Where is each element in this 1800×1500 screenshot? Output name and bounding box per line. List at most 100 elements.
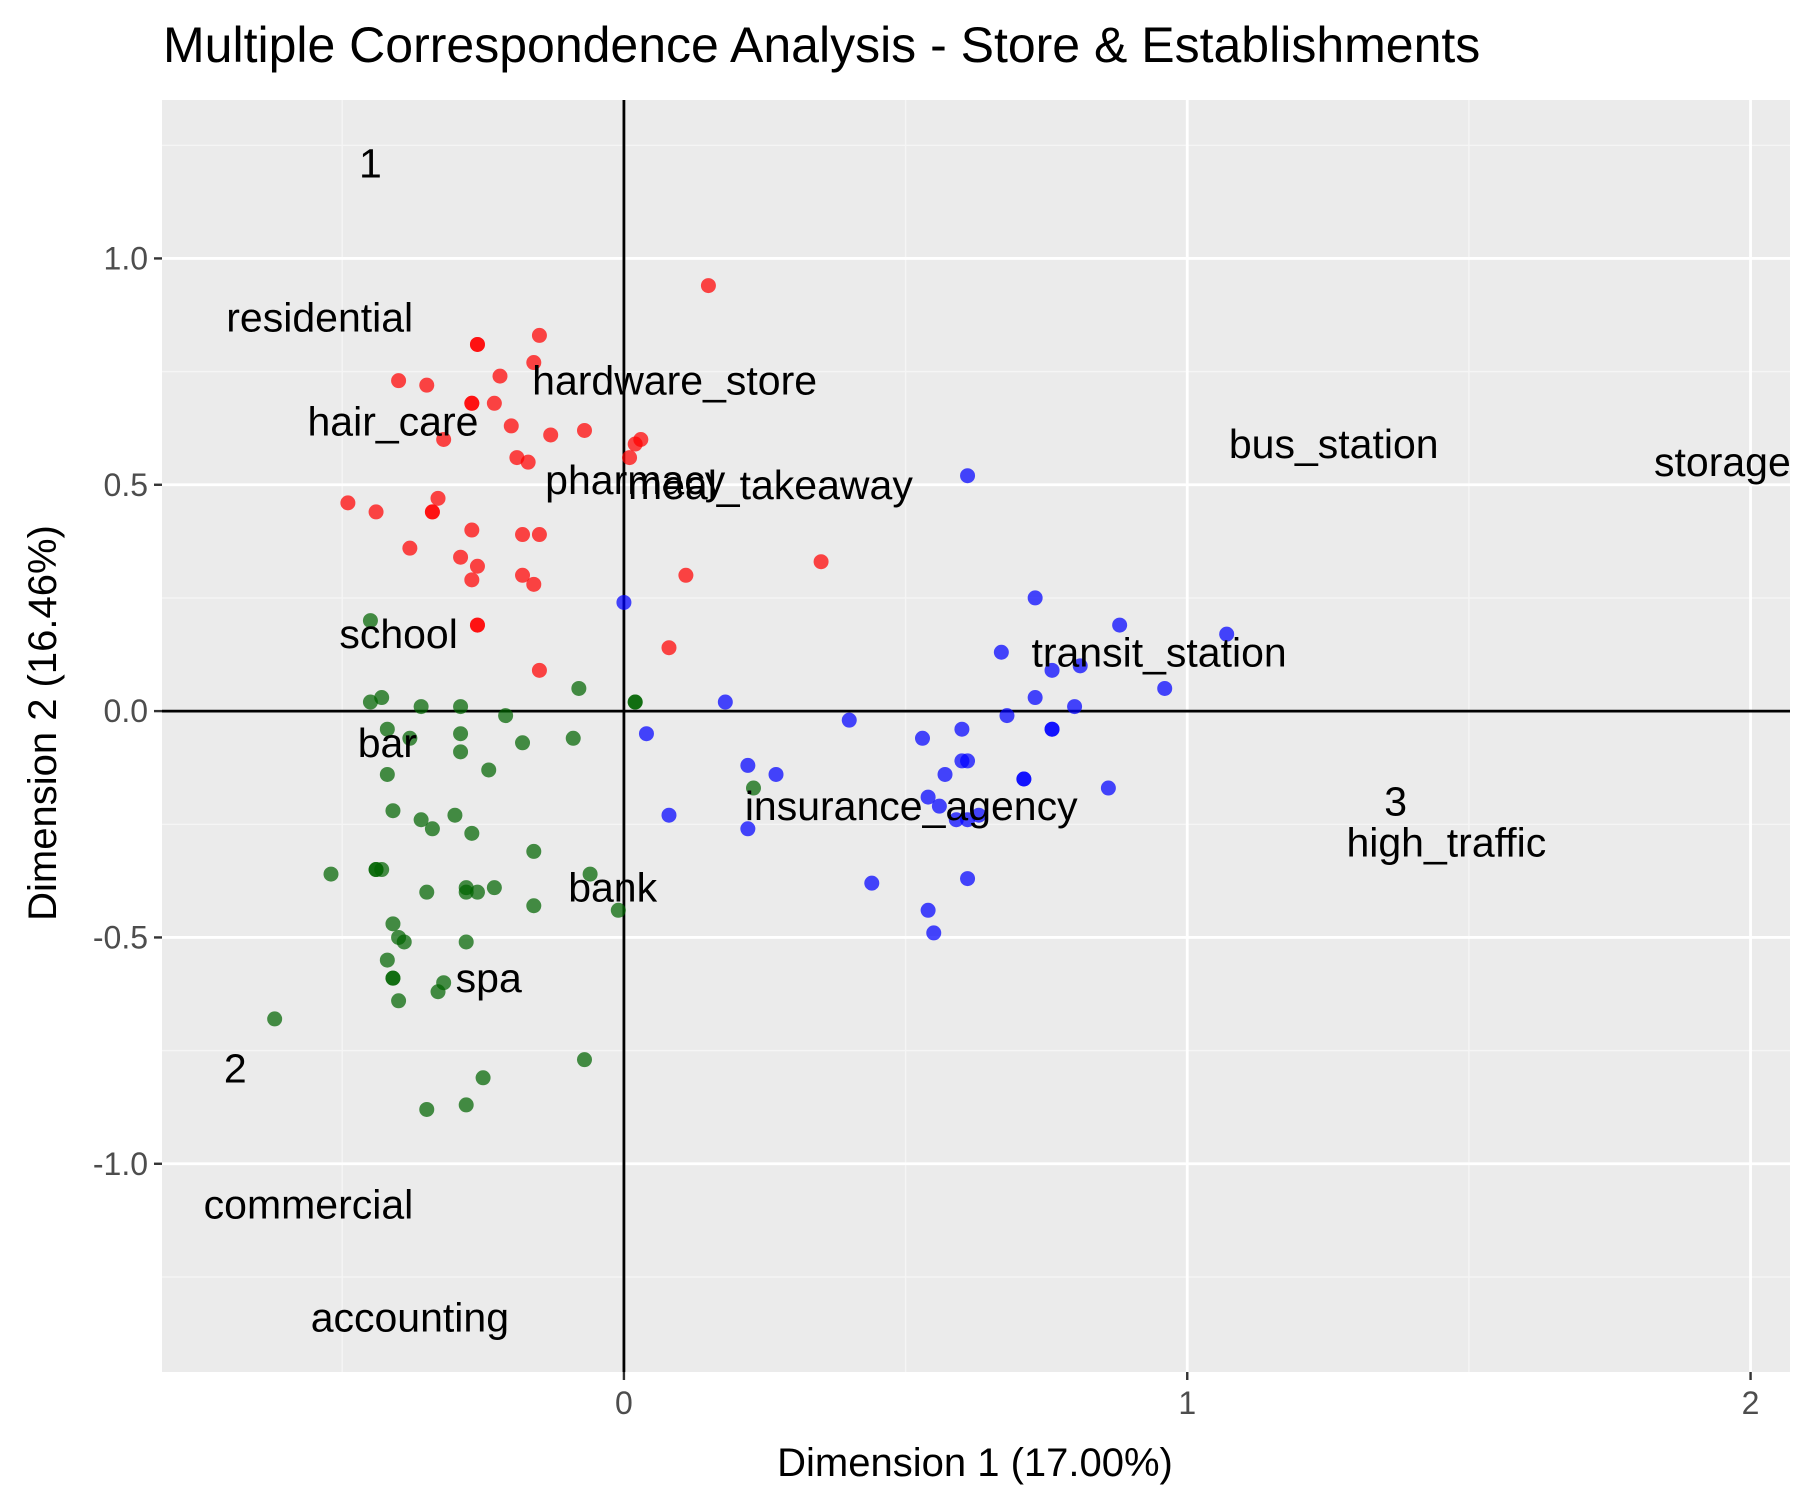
- point-cluster-3: [999, 708, 1015, 724]
- point-cluster-2: [396, 934, 412, 950]
- point-cluster-1: [576, 422, 592, 438]
- category-label-3: 3: [1384, 779, 1407, 825]
- point-cluster-2: [379, 952, 395, 968]
- point-cluster-1: [531, 662, 547, 678]
- point-cluster-3: [993, 644, 1009, 660]
- point-cluster-3: [948, 812, 964, 828]
- point-cluster-3: [926, 925, 942, 941]
- point-cluster-2: [627, 694, 643, 710]
- point-cluster-3: [960, 871, 976, 887]
- y-tick-label: -0.5: [93, 919, 148, 955]
- point-cluster-1: [503, 418, 519, 434]
- point-cluster-1: [486, 395, 502, 411]
- category-labels: 1 residential hardware_store hair_care bus_s…: [204, 140, 1791, 1340]
- x-axis: 0 1 2: [615, 1372, 1759, 1421]
- point-cluster-2: [362, 694, 378, 710]
- point-cluster-1: [453, 549, 469, 565]
- point-cluster-3: [841, 712, 857, 728]
- point-cluster-2: [745, 780, 761, 796]
- point-cluster-3: [1044, 721, 1060, 737]
- point-cluster-1: [492, 368, 508, 384]
- x-tick-label: 2: [1742, 1385, 1760, 1421]
- point-cluster-1: [520, 454, 536, 470]
- point-cluster-3: [638, 726, 654, 742]
- point-cluster-3: [1219, 626, 1235, 642]
- grid-minor: [162, 100, 1790, 1372]
- point-cluster-1: [526, 576, 542, 592]
- point-cluster-1: [419, 377, 435, 393]
- point-cluster-2: [571, 680, 587, 696]
- point-cluster-3: [1072, 658, 1088, 674]
- point-cluster-3: [914, 730, 930, 746]
- category-label-school: school: [339, 611, 458, 657]
- point-cluster-1: [464, 572, 480, 588]
- y-tick-label: 0.5: [104, 467, 148, 503]
- x-axis-title: Dimension 1 (17.00%): [777, 1441, 1173, 1485]
- point-cluster-2: [526, 843, 542, 859]
- point-cluster-3: [954, 721, 970, 737]
- point-cluster-1: [469, 617, 485, 633]
- plot-panel: [162, 100, 1790, 1372]
- category-label-hardware-store: hardware_store: [532, 358, 817, 404]
- point-cluster-3: [1027, 590, 1043, 606]
- category-label-bar: bar: [358, 720, 417, 766]
- point-cluster-1: [627, 436, 643, 452]
- point-cluster-1: [340, 495, 356, 511]
- data-points: [267, 278, 1235, 1117]
- point-cluster-3: [971, 807, 987, 823]
- point-cluster-1: [469, 558, 485, 574]
- point-cluster-2: [526, 898, 542, 914]
- category-label-residential: residential: [226, 294, 413, 340]
- point-cluster-1: [813, 554, 829, 570]
- point-cluster-1: [531, 527, 547, 543]
- point-cluster-2: [385, 803, 401, 819]
- point-cluster-2: [458, 884, 474, 900]
- point-cluster-2: [475, 1070, 491, 1086]
- point-cluster-3: [1100, 780, 1116, 796]
- point-cluster-2: [362, 613, 378, 629]
- category-label-bank: bank: [568, 865, 657, 911]
- point-cluster-2: [458, 934, 474, 950]
- point-cluster-2: [385, 916, 401, 932]
- point-cluster-3: [616, 594, 632, 610]
- x-tick-label: 0: [615, 1385, 633, 1421]
- point-cluster-3: [740, 821, 756, 837]
- point-cluster-1: [469, 336, 485, 352]
- point-cluster-1: [515, 527, 531, 543]
- point-cluster-2: [486, 880, 502, 896]
- point-cluster-2: [565, 730, 581, 746]
- point-cluster-1: [509, 450, 525, 466]
- category-label-pharmacy: pharmacy: [545, 457, 726, 503]
- point-cluster-2: [453, 744, 469, 760]
- category-label-spa: spa: [456, 955, 522, 1001]
- point-cluster-2: [413, 699, 429, 715]
- point-cluster-1: [678, 567, 694, 583]
- chart-title: Multiple Correspondence Analysis - Store…: [163, 17, 1480, 73]
- point-cluster-3: [717, 694, 733, 710]
- point-cluster-3: [960, 812, 976, 828]
- point-cluster-2: [469, 884, 485, 900]
- point-cluster-3: [1157, 680, 1173, 696]
- point-cluster-2: [464, 825, 480, 841]
- point-cluster-3: [931, 798, 947, 814]
- point-cluster-2: [515, 735, 531, 751]
- point-cluster-2: [481, 762, 497, 778]
- point-cluster-1: [391, 373, 407, 389]
- point-cluster-1: [464, 395, 480, 411]
- point-cluster-1: [402, 540, 418, 556]
- point-cluster-1: [700, 278, 716, 294]
- point-cluster-2: [576, 1052, 592, 1068]
- category-label-1: 1: [359, 140, 382, 186]
- point-cluster-1: [436, 432, 452, 448]
- category-label-transit-station: transit_station: [1031, 629, 1286, 675]
- y-axis: 1.0 0.5 0.0 -0.5 -1.0: [93, 240, 162, 1182]
- y-axis-title: Dimension 2 (16.46%): [21, 525, 65, 921]
- point-cluster-3: [768, 766, 784, 782]
- category-label-2: 2: [224, 1046, 247, 1092]
- point-cluster-2: [419, 884, 435, 900]
- point-cluster-2: [391, 993, 407, 1009]
- category-label-hair-care: hair_care: [307, 398, 478, 444]
- point-cluster-1: [531, 327, 547, 343]
- point-cluster-3: [1016, 771, 1032, 787]
